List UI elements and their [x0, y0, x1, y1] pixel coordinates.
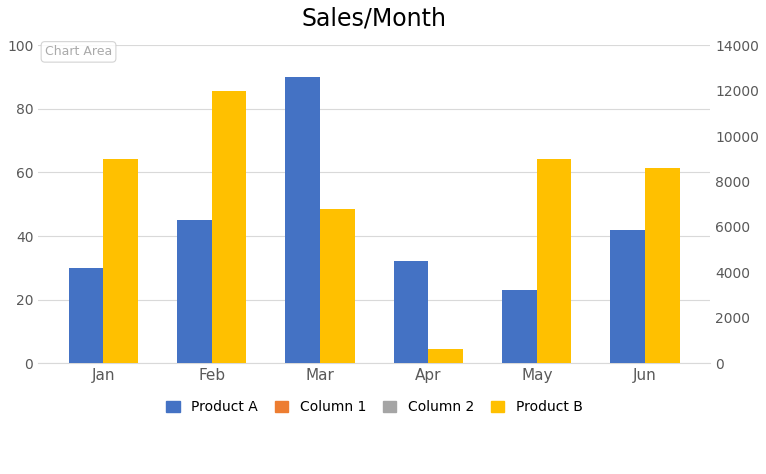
Title: Sales/Month: Sales/Month: [302, 7, 447, 31]
Bar: [211, 91, 247, 363]
Bar: [69, 268, 103, 363]
Bar: [645, 168, 679, 363]
Bar: [394, 262, 428, 363]
Bar: [286, 77, 320, 363]
Bar: [428, 349, 463, 363]
Legend: Product A, Column 1, Column 2, Product B: Product A, Column 1, Column 2, Product B: [161, 394, 588, 419]
Bar: [177, 220, 211, 363]
Bar: [320, 209, 355, 363]
Bar: [103, 159, 138, 363]
Bar: [611, 229, 645, 363]
Text: Chart Area: Chart Area: [45, 46, 112, 58]
Bar: [537, 159, 571, 363]
Bar: [502, 290, 537, 363]
